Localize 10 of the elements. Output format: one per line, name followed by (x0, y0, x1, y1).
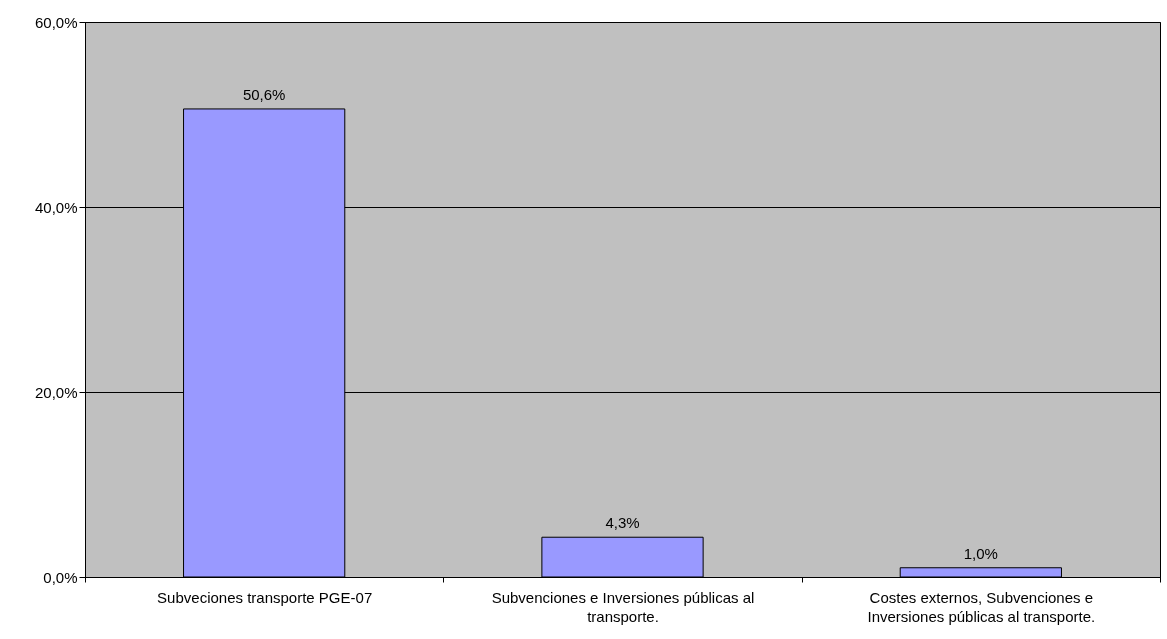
data-label: 1,0% (963, 544, 998, 562)
x-tick-label: Subveciones transporte PGE-07 (157, 588, 373, 606)
y-tick-label: 0,0% (43, 568, 78, 586)
y-tick-label: 20,0% (34, 383, 78, 401)
y-tick-label: 60,0% (34, 13, 78, 31)
y-tick-label: 40,0% (34, 198, 78, 216)
x-tick-label: Subvenciones e Inversiones públicas al transporte. (491, 588, 755, 625)
data-label: 4,3% (605, 514, 640, 532)
x-tick-label: Costes externos, Subvenciones e Inversiones públicas al transporte. (867, 588, 1096, 625)
data-label: 50,6% (242, 85, 286, 103)
